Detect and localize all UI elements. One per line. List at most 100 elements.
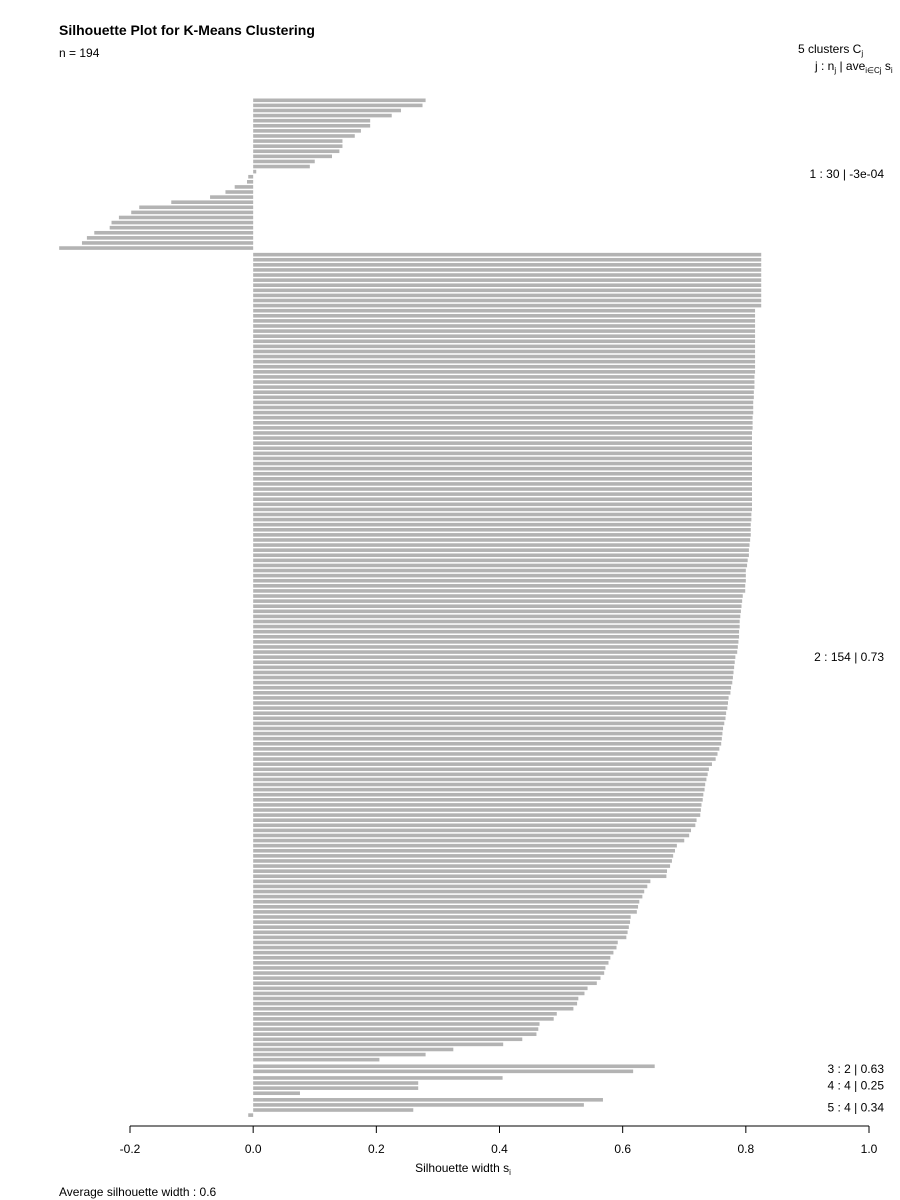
cluster-labels: 1 : 30 | -3e-04 2 : 154 | 0.73 3 : 2 | 0.6…: [810, 167, 885, 1114]
silhouette-bar-c5-4: [248, 1113, 254, 1117]
silhouette-bar-c2-115: [253, 833, 690, 838]
silhouette-bar-c2-88: [253, 696, 729, 700]
silhouette-bar-c2-96: [253, 736, 722, 741]
x-tick-label-6: 1.0: [861, 1142, 878, 1156]
silhouette-bar-c2-98: [253, 747, 720, 751]
silhouette-bar-c1-12: [253, 154, 332, 159]
silhouette-bar-c2-137: [253, 945, 617, 950]
silhouette-bar-c2-118: [253, 848, 676, 853]
x-tick-label-2: 0.2: [368, 1142, 385, 1156]
silhouette-bar-c1-19: [225, 190, 254, 194]
silhouette-bar-c2-133: [253, 925, 629, 929]
silhouette-bar-c2-78: [253, 645, 738, 649]
silhouette-bar-c2-55: [253, 527, 751, 532]
silhouette-bar-c2-145: [253, 986, 588, 991]
silhouette-bar-c1-26: [109, 225, 254, 230]
silhouette-bar-c2-122: [253, 869, 668, 873]
cluster-label-2: 2 : 154 | 0.73: [814, 650, 884, 664]
silhouette-bar-c2-127: [253, 894, 643, 899]
silhouette-bar-c2-138: [253, 950, 614, 955]
silhouette-bar-c1-29: [81, 241, 254, 245]
silhouette-bar-c1-15: [253, 169, 257, 174]
silhouette-bar-c2-57: [253, 538, 751, 542]
silhouette-bar-c2-129: [253, 905, 639, 909]
cluster-label-4: 4 : 4 | 0.25: [828, 1079, 885, 1093]
silhouette-bar-c2-3: [253, 263, 762, 267]
x-tick-label-4: 0.6: [614, 1142, 631, 1156]
silhouette-bar-c1-4: [253, 113, 392, 118]
silhouette-bar-c2-77: [253, 640, 739, 644]
silhouette-bar-c2-18: [253, 339, 756, 344]
silhouette-bar-c2-37: [253, 436, 752, 440]
x-tick-label-1: 0.0: [245, 1142, 262, 1156]
silhouette-bar-c1-20: [210, 195, 254, 199]
silhouette-bar-c2-124: [253, 879, 651, 884]
silhouette-bar-c2-65: [253, 578, 746, 583]
silhouette-bar-c2-130: [253, 910, 637, 914]
silhouette-bar-c2-83: [253, 670, 734, 675]
silhouette-bar-c2-119: [253, 854, 674, 858]
silhouette-bar-c2-74: [253, 624, 740, 629]
silhouette-bar-c2-152: [253, 1022, 540, 1026]
silhouette-bar-c2-105: [253, 782, 706, 787]
silhouette-bar-c1-30: [59, 246, 254, 250]
silhouette-bar-c2-54: [253, 522, 751, 527]
silhouette-bar-c2-23: [253, 364, 756, 369]
silhouette-bar-c2-50: [253, 502, 752, 507]
legend-key-label: j : nj | avei∈Cj si: [814, 59, 893, 75]
silhouette-bar-c2-158: [253, 1052, 426, 1057]
silhouette-bar-c2-6: [253, 278, 762, 282]
silhouette-bar-c2-85: [253, 680, 733, 685]
silhouette-bar-c1-24: [118, 215, 254, 220]
silhouette-bar-c2-64: [253, 573, 746, 578]
silhouette-bar-c2-69: [253, 599, 743, 603]
silhouette-bar-c2-102: [253, 767, 709, 772]
silhouette-bar-c2-31: [253, 405, 754, 410]
silhouette-bar-c2-100: [253, 757, 716, 761]
silhouette-bar-c2-106: [253, 787, 705, 792]
cluster-label-1: 1 : 30 | -3e-04: [810, 167, 885, 181]
silhouette-bar-c4-1: [253, 1076, 503, 1080]
silhouette-bar-c1-3: [253, 108, 401, 113]
silhouette-bar-c2-60: [253, 553, 749, 558]
silhouette-bar-c2-132: [253, 920, 631, 924]
silhouette-bars: [59, 98, 762, 1117]
silhouette-bar-c2-35: [253, 426, 753, 430]
silhouette-bar-c2-156: [253, 1042, 504, 1047]
silhouette-bar-c2-43: [253, 466, 752, 471]
silhouette-bar-c1-17: [247, 180, 254, 184]
silhouette-bar-c2-131: [253, 915, 631, 919]
silhouette-bar-c2-150: [253, 1012, 557, 1016]
silhouette-bar-c2-153: [253, 1027, 539, 1031]
silhouette-bar-c2-81: [253, 660, 735, 665]
silhouette-bar-c2-26: [253, 380, 755, 384]
silhouette-bar-c2-92: [253, 716, 726, 721]
silhouette-bar-c2-5: [253, 273, 762, 277]
silhouette-bar-c1-14: [253, 164, 310, 169]
silhouette-bar-c2-25: [253, 375, 755, 379]
silhouette-bar-c2-94: [253, 726, 724, 731]
silhouette-bar-c2-97: [253, 741, 722, 746]
silhouette-bar-c2-108: [253, 798, 703, 802]
silhouette-bar-c1-6: [253, 123, 371, 128]
silhouette-bar-c2-144: [253, 981, 597, 986]
silhouette-bar-c2-67: [253, 589, 746, 593]
silhouette-bar-c2-135: [253, 935, 627, 940]
silhouette-bar-c2-140: [253, 961, 609, 965]
silhouette-bar-c2-139: [253, 955, 611, 960]
silhouette-bar-c2-154: [253, 1032, 537, 1036]
silhouette-bar-c1-16: [248, 174, 254, 179]
silhouette-bar-c2-116: [253, 838, 685, 843]
silhouette-bar-c2-114: [253, 828, 692, 833]
silhouette-bar-c2-149: [253, 1006, 574, 1011]
sample-count: n = 194: [59, 46, 100, 60]
silhouette-bar-c4-4: [253, 1091, 300, 1096]
silhouette-bar-c2-90: [253, 706, 728, 710]
silhouette-bar-c2-89: [253, 701, 728, 705]
silhouette-bar-c2-110: [253, 808, 701, 812]
silhouette-bar-c2-32: [253, 410, 754, 415]
silhouette-bar-c1-28: [86, 236, 254, 240]
silhouette-bar-c2-52: [253, 512, 752, 517]
silhouette-bar-c2-101: [253, 762, 712, 766]
silhouette-bar-c2-45: [253, 477, 752, 481]
